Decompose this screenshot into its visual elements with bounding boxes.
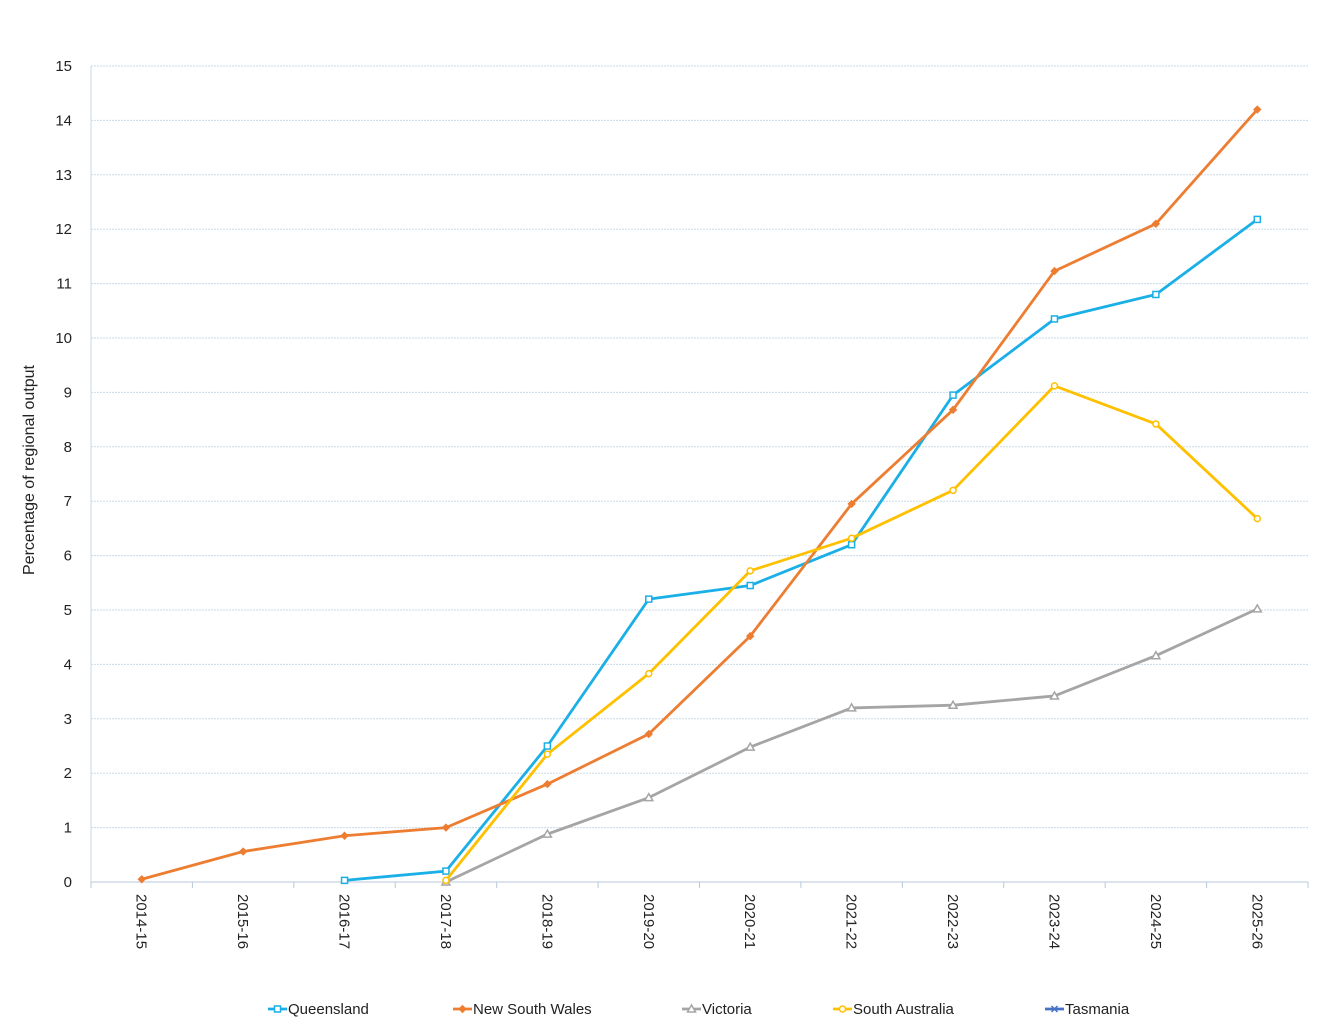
legend-label: Victoria <box>702 1001 752 1018</box>
x-tick-label: 2014-15 <box>133 894 150 949</box>
data-point-south-australia <box>949 486 957 495</box>
data-point-queensland <box>1050 315 1059 323</box>
y-tick-label: 3 <box>64 711 72 728</box>
y-axis-title: Percentage of regional output <box>21 364 38 574</box>
data-point-victoria <box>643 792 655 802</box>
x-tick-labels: 2014-15 2015-16 2016-17 2017-18 2018-19 2019-… <box>133 894 1266 949</box>
y-tick-label: 10 <box>55 330 72 347</box>
legend-marker <box>458 1004 467 1014</box>
data-point-new-south-wales <box>746 631 755 641</box>
x-tick-label: 2024-25 <box>1147 894 1164 949</box>
axes <box>90 66 1309 888</box>
data-point-south-australia <box>1152 420 1160 428</box>
data-point-new-south-wales <box>340 831 349 840</box>
legend-item-new-south-wales: New South Wales <box>453 1001 592 1018</box>
data-point-south-australia <box>1253 514 1262 523</box>
data-point-victoria <box>846 702 857 712</box>
data-point-new-south-wales <box>1253 105 1262 114</box>
legend-marker <box>1050 1005 1059 1013</box>
legend-label: Tasmania <box>1065 1001 1130 1018</box>
series-victoria <box>440 603 1263 886</box>
legend: Queensland New South Wales Victoria South A… <box>268 1001 1130 1018</box>
data-point-victoria <box>542 828 553 838</box>
y-tick-label: 2 <box>64 765 72 782</box>
y-tick-label: 15 <box>55 58 72 75</box>
data-point-new-south-wales <box>948 405 958 415</box>
data-point-queensland <box>746 581 754 590</box>
y-tick-label: 12 <box>55 221 72 238</box>
y-tick-label: 11 <box>56 276 72 293</box>
data-point-south-australia <box>1050 382 1059 390</box>
y-tick-label: 6 <box>64 548 72 565</box>
y-tick-label: 8 <box>64 439 72 456</box>
data-point-south-australia <box>847 534 856 542</box>
y-tick-label: 13 <box>55 167 72 184</box>
data-point-queensland <box>1253 215 1262 224</box>
legend-item-queensland: Queensland <box>268 1001 369 1018</box>
legend-item-tasmania: Tasmania <box>1045 1001 1130 1018</box>
data-point-victoria <box>744 741 756 751</box>
series-new-south-wales <box>137 105 1262 884</box>
data-point-queensland <box>442 867 450 875</box>
legend-label: South Australia <box>853 1001 955 1018</box>
legend-marker <box>273 1005 282 1013</box>
data-point-victoria <box>947 699 959 709</box>
data-point-new-south-wales <box>543 779 552 789</box>
x-tick-label: 2017-18 <box>437 894 454 949</box>
legend-marker <box>686 1003 697 1013</box>
data-point-new-south-wales <box>238 847 248 856</box>
data-point-victoria <box>1251 603 1263 613</box>
legend-item-south-australia: South Australia <box>833 1001 955 1018</box>
legend-label: New South Wales <box>473 1001 592 1018</box>
x-tick-label: 2018-19 <box>538 894 555 949</box>
data-point-new-south-wales <box>644 729 653 739</box>
data-point-new-south-wales <box>137 875 146 884</box>
data-point-queensland <box>847 540 856 549</box>
data-point-new-south-wales <box>441 823 451 832</box>
x-tick-label: 2015-16 <box>234 894 251 949</box>
x-tick-label: 2025-26 <box>1248 894 1265 949</box>
x-tick-label: 2019-20 <box>640 894 657 949</box>
x-tick-label: 2020-21 <box>741 894 758 949</box>
legend-item-victoria: Victoria <box>682 1001 752 1018</box>
data-point-queensland <box>340 876 349 885</box>
data-point-south-australia <box>645 669 653 678</box>
y-tick-label: 5 <box>64 602 72 619</box>
x-tick-label: 2021-22 <box>843 894 860 949</box>
y-tick-label: 0 <box>64 874 72 891</box>
data-point-queensland <box>645 595 653 603</box>
data-point-new-south-wales <box>847 499 856 509</box>
series-line-new-south-wales <box>141 108 1259 881</box>
y-tick-label: 1 <box>64 820 72 837</box>
x-tick-label: 2023-24 <box>1045 894 1062 949</box>
data-point-queensland <box>1152 290 1160 299</box>
data-point-south-australia <box>543 750 552 758</box>
series-lines <box>137 105 1263 886</box>
y-tick-label: 9 <box>64 384 72 401</box>
y-tick-label: 14 <box>55 112 72 129</box>
series-queensland <box>340 215 1262 885</box>
series-south-australia <box>442 382 1262 885</box>
x-tick-label: 2022-23 <box>944 894 961 949</box>
x-tick-label: 2016-17 <box>336 894 353 949</box>
data-point-south-australia <box>442 876 450 885</box>
data-point-south-australia <box>746 567 754 575</box>
data-point-victoria <box>1150 650 1162 660</box>
series-line-south-australia <box>444 384 1259 882</box>
data-point-new-south-wales <box>1151 219 1161 228</box>
y-tick-label: 7 <box>64 493 72 510</box>
y-tick-label: 4 <box>64 656 72 673</box>
data-point-new-south-wales <box>1050 266 1059 276</box>
legend-label: Queensland <box>288 1001 369 1018</box>
series-line-queensland <box>344 218 1259 882</box>
series-line-victoria <box>445 607 1258 884</box>
data-point-queensland <box>543 742 552 750</box>
data-point-queensland <box>949 391 957 399</box>
gridlines <box>91 65 1308 829</box>
data-point-victoria <box>1049 690 1060 700</box>
legend-marker <box>838 1005 847 1013</box>
